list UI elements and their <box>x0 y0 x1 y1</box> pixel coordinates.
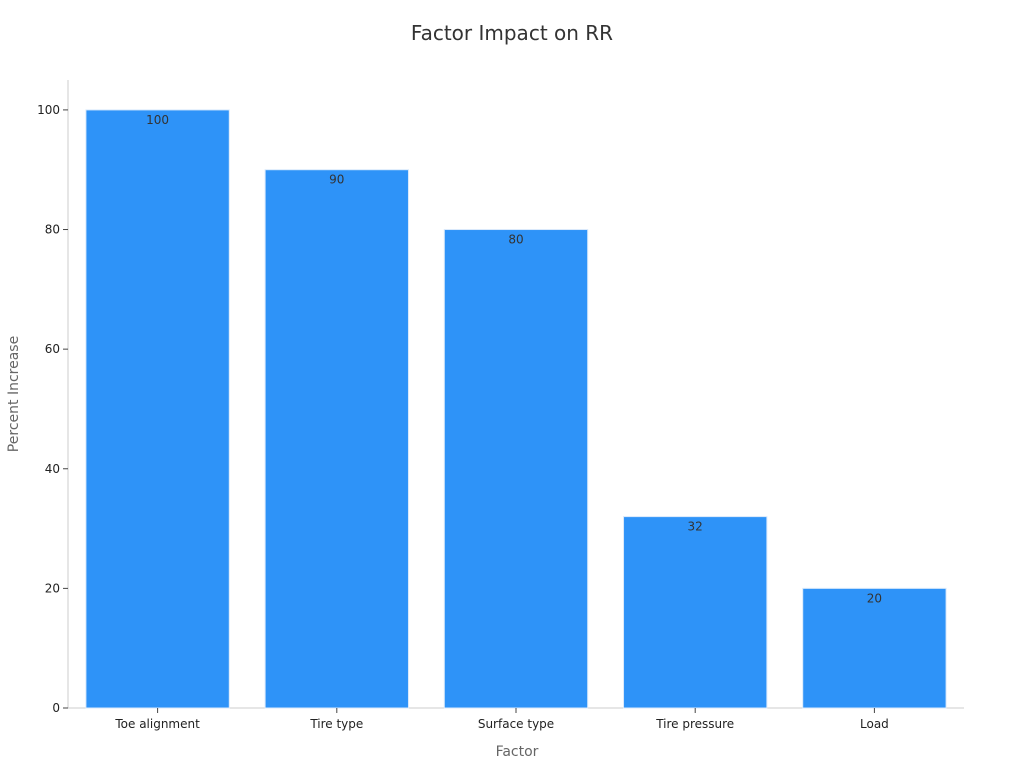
y-axis-title: Percent Increase <box>6 336 22 452</box>
bar-value-label: 80 <box>508 233 523 247</box>
y-tick-label: 0 <box>52 701 60 715</box>
x-tick-label: Surface type <box>478 717 554 731</box>
bar-value-label: 20 <box>867 591 882 605</box>
y-tick-label: 60 <box>45 342 60 356</box>
y-tick-label: 20 <box>45 581 60 595</box>
bars-group: 100 90 80 32 20 <box>85 109 947 709</box>
y-axis-ticks: 0 20 40 60 80 100 <box>37 103 68 715</box>
y-tick-label: 80 <box>45 223 60 237</box>
x-tick-label: Load <box>860 717 889 731</box>
x-tick-label: Tire type <box>309 717 363 731</box>
x-tick-label: Toe alignment <box>114 717 200 731</box>
bar-tire-pressure <box>623 516 768 709</box>
bar-tire-type <box>264 169 409 709</box>
bar-surface-type <box>443 229 589 709</box>
x-axis-ticks: Toe alignment Tire type Surface type Tire p… <box>114 708 889 731</box>
bar-value-label: 32 <box>688 520 703 534</box>
bar-value-label: 90 <box>329 173 344 187</box>
y-tick-label: 100 <box>37 103 60 117</box>
bar-load <box>802 587 947 709</box>
y-tick-label: 40 <box>45 462 60 476</box>
chart-title: Factor Impact on RR <box>411 21 613 45</box>
bar-value-label: 100 <box>146 113 169 127</box>
x-axis-title: Factor <box>496 744 539 760</box>
bar-toe-alignment <box>85 109 230 709</box>
x-tick-label: Tire pressure <box>655 717 734 731</box>
